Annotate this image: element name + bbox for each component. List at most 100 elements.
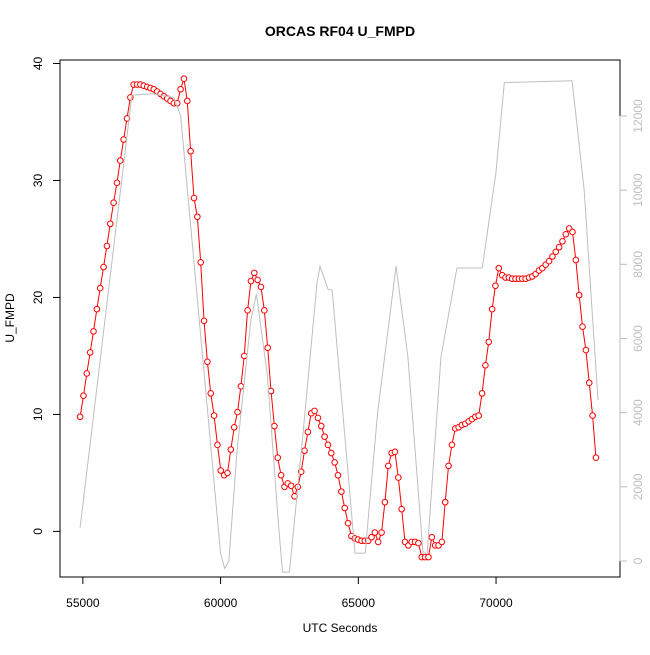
data-point bbox=[328, 449, 335, 457]
data-point bbox=[96, 284, 104, 292]
data-point bbox=[103, 242, 111, 250]
x-tick-label: 65000 bbox=[342, 596, 376, 610]
data-point bbox=[110, 199, 117, 207]
y-tick-label: 20 bbox=[31, 290, 45, 304]
data-point bbox=[257, 283, 265, 291]
data-point bbox=[552, 248, 560, 256]
data-point bbox=[569, 228, 576, 236]
data-point bbox=[277, 471, 285, 479]
data-point bbox=[585, 379, 593, 387]
data-point bbox=[240, 352, 248, 360]
data-point bbox=[317, 422, 325, 430]
data-point bbox=[331, 459, 338, 466]
data-point bbox=[93, 305, 101, 313]
data-point bbox=[180, 75, 188, 83]
data-point bbox=[374, 538, 382, 546]
chart-title: ORCAS RF04 U_FMPD bbox=[265, 23, 415, 39]
data-point bbox=[579, 323, 586, 330]
data-point bbox=[247, 277, 255, 285]
y-axis-label: U_FMPD bbox=[3, 293, 17, 343]
data-point bbox=[321, 433, 328, 440]
data-point bbox=[334, 471, 342, 479]
data-point bbox=[384, 462, 392, 470]
data-point bbox=[478, 390, 486, 397]
data-point bbox=[250, 269, 258, 277]
data-point bbox=[100, 263, 107, 271]
data-point bbox=[214, 441, 221, 449]
data-point bbox=[230, 423, 238, 431]
y-tick-label: 40 bbox=[31, 57, 45, 71]
data-point bbox=[301, 447, 308, 454]
data-point bbox=[274, 454, 282, 461]
data-point bbox=[261, 307, 268, 314]
data-point bbox=[338, 488, 345, 495]
series-line bbox=[79, 80, 599, 573]
data-point bbox=[234, 408, 241, 416]
data-point bbox=[341, 504, 349, 512]
data-point bbox=[575, 291, 583, 299]
data-point bbox=[582, 346, 590, 354]
y2-tick-label: 0 bbox=[631, 557, 645, 564]
data-point bbox=[344, 519, 352, 527]
data-point bbox=[304, 428, 312, 436]
data-point bbox=[83, 370, 91, 377]
x-tick-label: 70000 bbox=[479, 596, 513, 610]
data-point bbox=[194, 213, 201, 221]
y2-tick-label: 8000 bbox=[631, 251, 645, 278]
data-point bbox=[555, 243, 563, 251]
y2-tick-label: 6000 bbox=[631, 325, 645, 352]
data-point bbox=[90, 328, 97, 335]
y2-tick-label: 4000 bbox=[631, 399, 645, 426]
x-tick-label: 60000 bbox=[204, 596, 238, 610]
data-point bbox=[183, 97, 191, 105]
data-point bbox=[441, 498, 449, 506]
data-point bbox=[391, 448, 399, 456]
data-point bbox=[76, 413, 84, 421]
x-axis-label: UTC Seconds bbox=[303, 621, 378, 635]
data-point bbox=[264, 344, 271, 352]
y-tick-label: 0 bbox=[31, 528, 45, 535]
data-point bbox=[324, 441, 332, 449]
data-point bbox=[549, 253, 556, 260]
data-point bbox=[445, 462, 452, 470]
y2-tick-label: 2000 bbox=[631, 473, 645, 500]
data-point bbox=[482, 361, 489, 369]
y-tick-label: 30 bbox=[31, 173, 45, 187]
data-point bbox=[120, 136, 127, 143]
data-point bbox=[190, 194, 198, 202]
data-point bbox=[113, 179, 121, 187]
data-point bbox=[224, 469, 231, 477]
data-point bbox=[287, 482, 295, 490]
data-point bbox=[562, 230, 570, 238]
data-point bbox=[559, 238, 566, 245]
data-point bbox=[177, 85, 184, 93]
data-point bbox=[438, 538, 446, 546]
data-point bbox=[415, 539, 422, 547]
data-point bbox=[227, 446, 235, 453]
data-point bbox=[475, 412, 482, 419]
data-point bbox=[311, 407, 318, 415]
data-point bbox=[428, 533, 436, 541]
data-point bbox=[204, 358, 211, 366]
data-point bbox=[123, 115, 131, 122]
data-point bbox=[572, 256, 580, 264]
data-point bbox=[395, 474, 402, 481]
data-point bbox=[80, 392, 87, 399]
data-point bbox=[448, 441, 456, 449]
data-point bbox=[381, 498, 389, 506]
data-point bbox=[217, 467, 225, 474]
data-point bbox=[116, 157, 124, 164]
data-point bbox=[86, 349, 94, 356]
data-point bbox=[488, 305, 496, 313]
data-point bbox=[207, 390, 215, 397]
data-point bbox=[210, 412, 218, 419]
data-point bbox=[545, 257, 553, 265]
data-point bbox=[425, 553, 432, 561]
data-point bbox=[371, 529, 379, 536]
data-point bbox=[314, 414, 322, 422]
y2-tick-label: 12000 bbox=[631, 99, 645, 133]
y2-tick-label: 10000 bbox=[631, 173, 645, 207]
